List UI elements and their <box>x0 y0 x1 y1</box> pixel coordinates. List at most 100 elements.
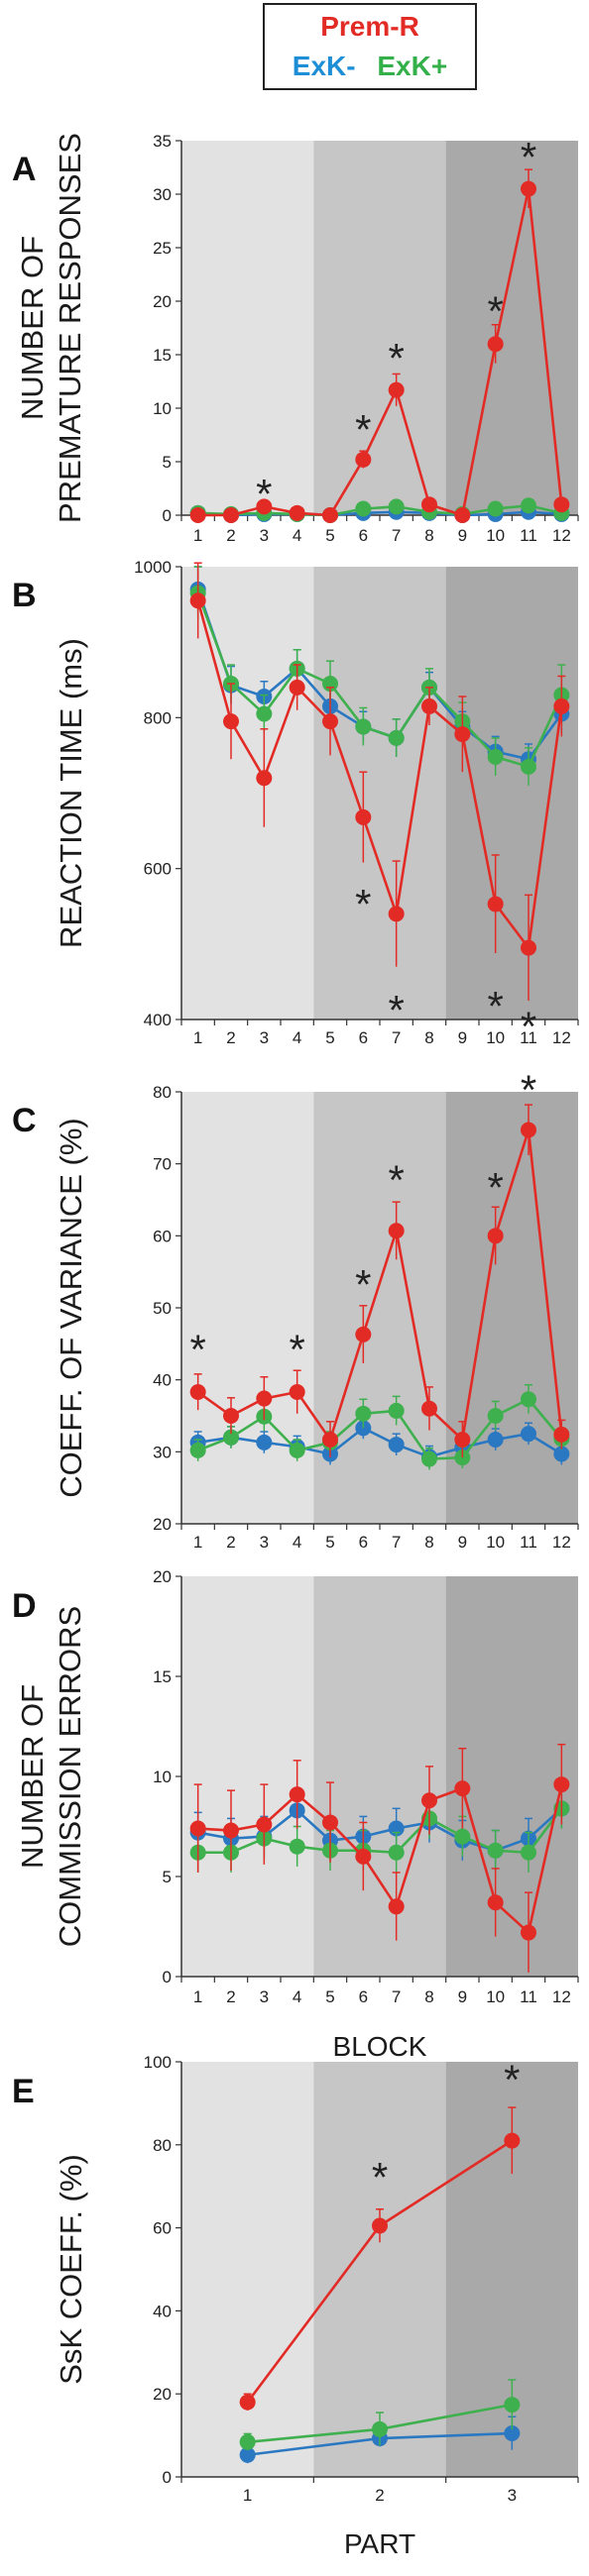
panel-letter: A <box>12 151 37 188</box>
data-point <box>355 1405 372 1422</box>
y-axis-label: REACTION TIME (ms) <box>54 638 88 948</box>
data-point <box>454 726 471 743</box>
background-band-part-2 <box>313 141 446 515</box>
data-point <box>355 500 372 517</box>
y-tick-label: 0 <box>163 1968 172 1986</box>
x-tick-label: 5 <box>325 526 334 545</box>
y-axis-label: PREMATURE RESPONSES <box>53 133 87 523</box>
x-tick-label: 12 <box>552 1533 571 1552</box>
data-point <box>421 698 437 714</box>
y-tick-label: 100 <box>144 2053 172 2072</box>
data-point <box>189 592 206 609</box>
x-tick-label: 1 <box>243 2486 252 2505</box>
y-tick-label: 35 <box>153 132 172 151</box>
data-point <box>322 507 338 523</box>
data-point <box>256 770 273 787</box>
x-tick-label: 10 <box>486 1533 505 1552</box>
x-tick-label: 9 <box>458 526 467 545</box>
data-point <box>521 180 536 197</box>
x-tick-label: 2 <box>226 526 235 545</box>
x-tick-label: 11 <box>520 1987 537 2006</box>
x-tick-label: 4 <box>293 526 301 545</box>
y-tick-label: 10 <box>153 1768 172 1786</box>
y-axis-label: SsK COEFF. (%) <box>54 2154 88 2385</box>
y-axis-label: NUMBER OF <box>15 1684 50 1869</box>
data-point <box>239 2433 256 2450</box>
x-tick-label: 10 <box>486 1028 505 1047</box>
data-point <box>487 1408 504 1424</box>
x-tick-label: 2 <box>375 2486 384 2505</box>
x-tick-label: 6 <box>359 1028 368 1047</box>
data-point <box>189 1442 206 1458</box>
data-point <box>256 1434 273 1450</box>
data-point <box>355 718 372 735</box>
significance-star: * <box>521 1004 536 1050</box>
y-tick-label: 25 <box>153 239 172 258</box>
y-tick-label: 10 <box>153 399 172 418</box>
x-tick-label: 8 <box>424 526 433 545</box>
background-band-part-2 <box>313 567 446 1020</box>
significance-star: * <box>487 983 503 1029</box>
series-prem-r <box>189 562 570 1001</box>
x-tick-label: 1 <box>193 1533 202 1552</box>
y-tick-label: 15 <box>153 346 172 365</box>
panel-letter: D <box>12 1587 37 1625</box>
x-tick-label: 3 <box>508 2486 517 2505</box>
x-tick-label: 7 <box>392 1987 401 2006</box>
data-point <box>289 1838 305 1855</box>
data-point <box>421 1400 437 1417</box>
data-point <box>355 1326 372 1342</box>
data-point <box>388 1223 405 1239</box>
data-point <box>289 679 305 696</box>
x-tick-label: 8 <box>424 1028 433 1047</box>
data-point <box>256 1816 273 1833</box>
x-tick-label: 1 <box>193 1028 202 1047</box>
y-tick-label: 80 <box>153 1083 172 1102</box>
significance-star: * <box>388 1157 404 1204</box>
data-point <box>487 748 504 765</box>
significance-star: * <box>355 881 371 927</box>
legend-exk-minus: ExK- <box>292 51 356 81</box>
series-prem-r <box>239 2106 521 2411</box>
x-tick-label: 11 <box>520 1533 537 1552</box>
data-point <box>521 939 536 956</box>
panel-letter: B <box>12 577 37 614</box>
y-tick-label: 60 <box>153 2219 172 2238</box>
series-prem-r <box>189 168 570 523</box>
y-tick-label: 20 <box>153 2385 172 2404</box>
x-tick-label: 12 <box>552 1028 571 1047</box>
background-band-part-1 <box>181 141 314 515</box>
series-line <box>196 599 563 951</box>
data-point <box>454 1828 471 1845</box>
y-tick-label: 0 <box>163 506 172 525</box>
y-tick-label: 5 <box>163 453 172 472</box>
significance-star: * <box>189 1326 205 1372</box>
x-tick-label: 9 <box>458 1987 467 2006</box>
x-tick-label: 4 <box>293 1533 301 1552</box>
data-point <box>388 1844 405 1861</box>
x-tick-label: 4 <box>293 1028 301 1047</box>
data-point <box>504 2397 521 2414</box>
x-tick-label: 5 <box>325 1028 334 1047</box>
background-band-part-1 <box>181 1092 314 1524</box>
background-band-part-2 <box>313 2062 446 2477</box>
series-prem-r <box>189 1104 570 1458</box>
data-point <box>256 1390 273 1407</box>
data-point <box>189 1384 206 1401</box>
x-tick-label: 3 <box>260 526 269 545</box>
x-tick-label: 12 <box>552 526 571 545</box>
data-point <box>553 1446 570 1462</box>
y-tick-label: 20 <box>153 1515 172 1534</box>
background-band-part-3 <box>445 141 578 515</box>
data-point <box>223 507 239 523</box>
legend-prem-r: Prem-R <box>320 11 419 42</box>
data-point <box>388 1898 405 1915</box>
x-tick-label: 2 <box>226 1987 235 2006</box>
y-tick-label: 5 <box>163 1868 172 1886</box>
data-point <box>421 1792 437 1809</box>
data-point <box>355 451 372 468</box>
data-point <box>487 1894 504 1911</box>
